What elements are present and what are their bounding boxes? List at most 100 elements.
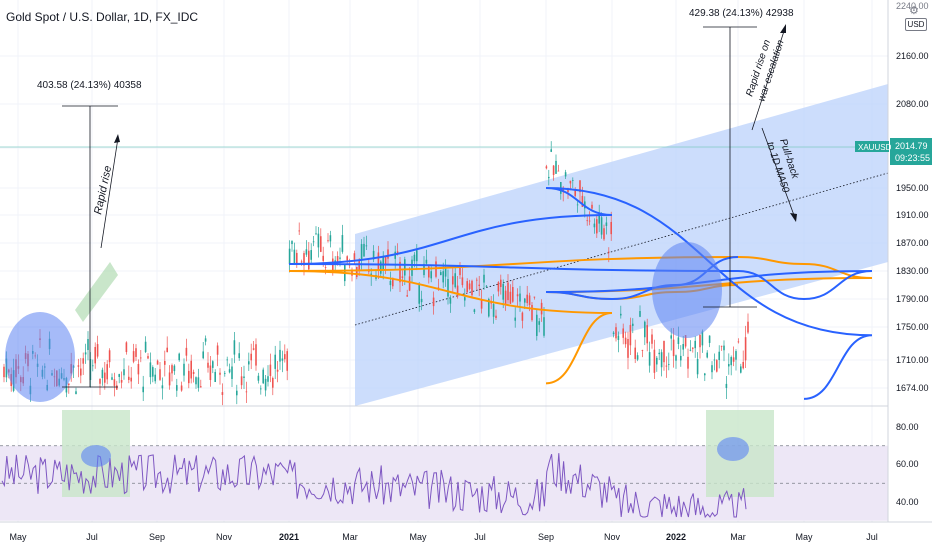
candle-body <box>504 290 507 305</box>
candle-body <box>627 339 629 358</box>
candle-body <box>696 359 699 375</box>
candle-body <box>315 233 317 235</box>
candle-body <box>706 352 708 358</box>
candle-body <box>579 180 581 193</box>
time-tick-label: Sep <box>149 532 165 542</box>
candle-body <box>552 165 555 175</box>
candle-body <box>663 340 665 363</box>
candle-body <box>464 297 466 301</box>
candle-body <box>485 285 488 287</box>
candle-body <box>528 295 531 306</box>
candle-body <box>581 195 584 207</box>
candle-body <box>742 362 744 369</box>
candle-body <box>310 250 312 260</box>
candle-body <box>224 373 226 374</box>
candle-body <box>389 280 392 286</box>
candle-body <box>480 299 483 309</box>
candle-body <box>567 188 569 193</box>
ascending-channel <box>355 84 888 406</box>
price-tick-label: 1950.00 <box>896 183 929 193</box>
candle-body <box>274 354 276 369</box>
candle-body <box>555 160 557 174</box>
candle-body <box>113 379 116 386</box>
candle-body <box>507 282 509 301</box>
candle-body <box>228 369 231 373</box>
candle-body <box>365 245 368 247</box>
candle-body <box>730 357 732 366</box>
candle-body <box>488 299 490 317</box>
price-tag-box <box>890 138 932 165</box>
candle-body <box>588 220 591 222</box>
candle-body <box>173 365 176 372</box>
rise-highlight <box>75 262 118 322</box>
last-price-tag <box>855 138 932 165</box>
candle-body <box>632 323 634 326</box>
candle-body <box>728 364 730 367</box>
candle-body <box>461 277 464 286</box>
symbol-tag <box>855 141 889 152</box>
candle-body <box>444 268 447 277</box>
candle-body <box>497 282 500 292</box>
rsi-tick-label: 60.00 <box>896 459 919 469</box>
candle-body <box>200 386 202 388</box>
candle-body <box>586 220 588 222</box>
candle-body <box>360 244 363 260</box>
candle-body <box>401 276 404 278</box>
price-tick-label: 1910.00 <box>896 210 929 220</box>
candle-body <box>713 359 716 361</box>
rsi-line <box>1 453 747 519</box>
candle-body <box>252 348 255 350</box>
candle-body <box>118 374 120 377</box>
candle-body <box>135 348 137 357</box>
candle-body <box>221 392 224 395</box>
currency-badge[interactable]: USD <box>905 18 927 31</box>
candle-body <box>209 365 212 381</box>
candle-body <box>466 281 468 293</box>
candle-body <box>214 371 216 382</box>
price-tag-countdown: 09:23:55 <box>895 153 930 163</box>
candle-body <box>257 375 260 381</box>
candle-body <box>190 360 192 379</box>
candle-body <box>188 370 190 384</box>
candle-body <box>248 361 250 365</box>
candle-body <box>411 259 413 276</box>
candle-body <box>718 351 720 361</box>
candle-body <box>624 337 627 345</box>
price-tick-label: 1790.00 <box>896 294 929 304</box>
candle-body <box>723 345 725 351</box>
candle-body <box>557 170 560 172</box>
ma50-line <box>288 187 873 400</box>
accumulation-ellipse-left <box>5 312 75 402</box>
candle-body <box>264 378 267 391</box>
gear-icon[interactable]: ⚙ <box>909 5 919 17</box>
candle-body <box>413 254 416 262</box>
candle-body <box>166 347 168 353</box>
candle-body <box>356 266 358 277</box>
candle-body <box>598 214 600 224</box>
candle-body <box>538 321 540 325</box>
candle-body <box>120 379 123 383</box>
candle-body <box>716 360 718 372</box>
candle-body <box>104 372 106 383</box>
candle-body <box>428 266 430 278</box>
candle-body <box>108 350 111 363</box>
candle-body <box>615 327 617 339</box>
candle-body <box>387 249 389 259</box>
candle-body <box>687 356 689 369</box>
candle-body <box>471 280 473 296</box>
candle-body <box>272 377 274 388</box>
candle-body <box>236 390 238 396</box>
candle-body <box>406 295 408 297</box>
candle-body <box>293 249 296 265</box>
candle-body <box>94 346 96 364</box>
candle-body <box>456 285 459 297</box>
candle-body <box>329 235 332 242</box>
candle-body <box>512 287 514 302</box>
candle-body <box>384 256 387 265</box>
candle-body <box>548 176 550 179</box>
candle-body <box>526 294 528 304</box>
candle-body <box>454 273 456 288</box>
candle-body <box>668 364 670 366</box>
candle-body <box>324 267 327 269</box>
